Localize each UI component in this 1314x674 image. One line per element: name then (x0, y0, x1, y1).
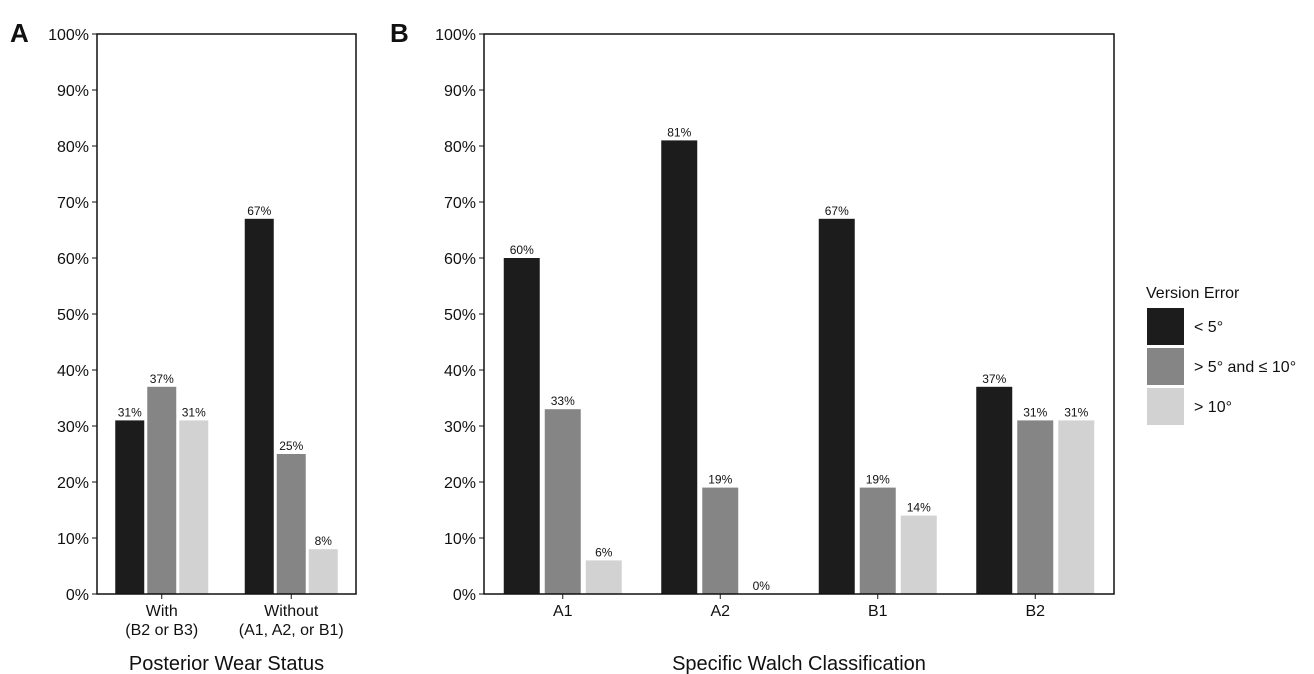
bar (147, 386, 177, 594)
legend-title: Version Error (1146, 285, 1240, 302)
plot-frame (96, 33, 357, 595)
legend-item-label: > 10° (1194, 399, 1232, 416)
bar (818, 218, 855, 595)
bar (585, 560, 622, 594)
legend: Version Error < 5° > 5° and ≤ 10° > 10° (1146, 285, 1296, 425)
x-axis-title: Posterior Wear Status (129, 653, 324, 674)
bar (503, 258, 540, 594)
bar (900, 515, 937, 594)
legend-item-label: > 5° and ≤ 10° (1194, 359, 1296, 376)
data-label: 81% (667, 125, 691, 139)
data-label: 33% (551, 394, 575, 408)
y-tick-label: 80% (444, 139, 476, 156)
y-tick-label: 50% (57, 307, 89, 324)
data-label: 19% (866, 473, 890, 487)
data-label: 60% (510, 243, 534, 257)
y-tick-label: 100% (48, 27, 89, 44)
bar (544, 409, 581, 594)
bar (115, 420, 145, 594)
data-label: 25% (279, 439, 303, 453)
y-tick-label: 60% (444, 251, 476, 268)
plot-frame (483, 33, 1115, 595)
data-label: 37% (982, 372, 1006, 386)
y-tick-label: 0% (453, 587, 476, 604)
bar (308, 549, 338, 594)
bar (859, 487, 896, 594)
data-label: 67% (825, 204, 849, 218)
panel-letter: B (390, 18, 409, 48)
data-label: 67% (247, 204, 271, 218)
x-tick-label: With (146, 603, 178, 620)
y-tick-label: 40% (444, 363, 476, 380)
y-tick-label: 40% (57, 363, 89, 380)
y-tick-label: 30% (444, 419, 476, 436)
data-label: 31% (1023, 405, 1047, 419)
bar (702, 487, 739, 594)
data-label: 37% (150, 372, 174, 386)
bar (179, 420, 209, 594)
y-tick-label: 80% (57, 139, 89, 156)
y-tick-label: 10% (57, 531, 89, 548)
bar (1017, 420, 1054, 594)
legend-swatch (1147, 308, 1184, 345)
y-tick-label: 0% (66, 587, 89, 604)
y-tick-label: 90% (444, 83, 476, 100)
y-tick-label: 60% (57, 251, 89, 268)
y-tick-label: 100% (435, 27, 476, 44)
panel-letter: A (10, 18, 29, 48)
x-tick-label-line2: (B2 or B3) (125, 622, 198, 639)
data-label: 31% (1064, 405, 1088, 419)
y-tick-label: 30% (57, 419, 89, 436)
y-tick-label: 50% (444, 307, 476, 324)
x-axis-title: Specific Walch Classification (672, 653, 926, 674)
data-label: 19% (708, 473, 732, 487)
bar (276, 454, 306, 594)
data-label: 8% (315, 534, 333, 548)
y-tick-label: 70% (444, 195, 476, 212)
chart-panel-b: B 0% 10% 20% 30% 40% 50% 60% 70% 80% 90% 100% 60% 33%… (390, 18, 1115, 674)
data-label: 31% (118, 405, 142, 419)
y-tick-label: 10% (444, 531, 476, 548)
data-label: 14% (907, 501, 931, 515)
x-tick-label: Without (264, 603, 319, 620)
x-tick-label: B2 (1025, 603, 1045, 620)
bar (1058, 420, 1095, 594)
legend-swatch (1147, 348, 1184, 385)
data-label: 31% (182, 405, 206, 419)
bar (976, 386, 1013, 594)
y-tick-label: 90% (57, 83, 89, 100)
chart-panel-a: A 0% 10% 20% 30% 40% 50% 60% 70% 80% 90% 100% 31% 37%… (10, 18, 357, 674)
bar (661, 140, 698, 594)
x-tick-label: B1 (868, 603, 888, 620)
bar (244, 218, 274, 595)
y-tick-label: 20% (57, 475, 89, 492)
data-label: 0% (753, 579, 771, 593)
y-tick-label: 20% (444, 475, 476, 492)
legend-item-label: < 5° (1194, 319, 1223, 336)
x-tick-label: A1 (553, 603, 573, 620)
y-tick-label: 70% (57, 195, 89, 212)
data-label: 6% (595, 545, 613, 559)
x-tick-label-line2: (A1, A2, or B1) (239, 622, 344, 639)
legend-swatch (1147, 388, 1184, 425)
x-tick-label: A2 (710, 603, 730, 620)
